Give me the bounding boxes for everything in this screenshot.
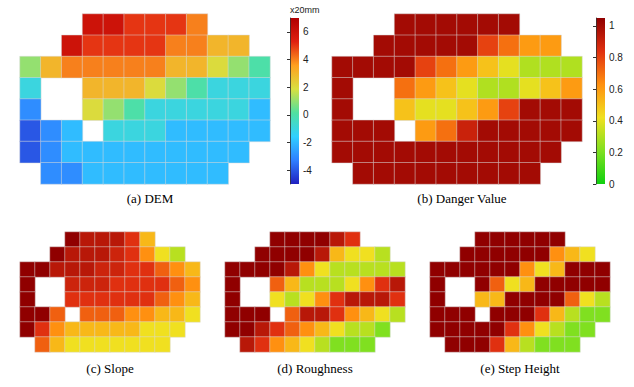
- svg-text:0.6: 0.6: [609, 84, 623, 95]
- svg-text:x20mm: x20mm: [290, 5, 320, 15]
- svg-text:(a) DEM: (a) DEM: [127, 191, 174, 206]
- svg-text:2: 2: [303, 82, 309, 93]
- svg-text:-2: -2: [303, 137, 312, 148]
- svg-text:(e) Step Height: (e) Step Height: [480, 361, 560, 376]
- svg-text:(d) Roughness: (d) Roughness: [277, 361, 352, 376]
- svg-text:(c) Slope: (c) Slope: [86, 361, 134, 376]
- svg-text:1: 1: [609, 20, 615, 31]
- svg-text:0: 0: [609, 179, 615, 190]
- svg-text:0.8: 0.8: [609, 52, 623, 63]
- svg-text:4: 4: [303, 54, 309, 65]
- svg-text:6: 6: [303, 26, 309, 37]
- svg-text:-4: -4: [303, 165, 312, 176]
- svg-text:0.4: 0.4: [609, 115, 623, 126]
- svg-text:0: 0: [303, 109, 309, 120]
- svg-text:0.2: 0.2: [609, 147, 623, 158]
- svg-text:(b) Danger Value: (b) Danger Value: [417, 191, 507, 206]
